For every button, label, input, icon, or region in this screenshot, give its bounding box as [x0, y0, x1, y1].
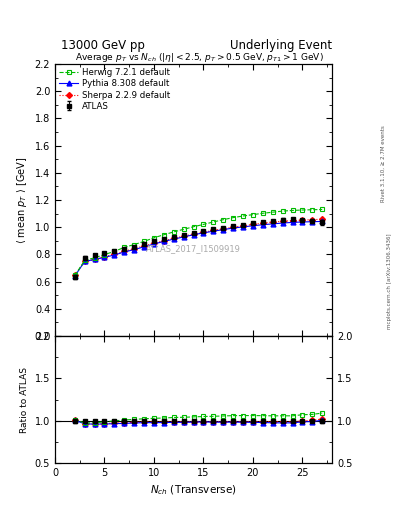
- Pythia 8.308 default: [92, 257, 97, 263]
- Herwig 7.2.1 default: [221, 217, 226, 223]
- Sherpa 2.2.9 default: [92, 257, 97, 263]
- Sherpa 2.2.9 default: [142, 243, 147, 249]
- Pythia 8.308 default: [122, 249, 127, 255]
- Sherpa 2.2.9 default: [162, 238, 166, 244]
- Pythia 8.308 default: [290, 219, 295, 225]
- Pythia 8.308 default: [102, 254, 107, 261]
- Herwig 7.2.1 default: [152, 234, 156, 241]
- Y-axis label: $\langle$ mean $p_T$ $\rangle$ [GeV]: $\langle$ mean $p_T$ $\rangle$ [GeV]: [15, 156, 29, 244]
- Sherpa 2.2.9 default: [270, 219, 275, 225]
- Sherpa 2.2.9 default: [191, 231, 196, 237]
- Sherpa 2.2.9 default: [152, 240, 156, 246]
- Sherpa 2.2.9 default: [310, 217, 315, 223]
- Herwig 7.2.1 default: [270, 209, 275, 215]
- Herwig 7.2.1 default: [261, 210, 265, 217]
- Sherpa 2.2.9 default: [132, 246, 136, 252]
- Sherpa 2.2.9 default: [231, 224, 235, 230]
- Sherpa 2.2.9 default: [181, 233, 186, 239]
- Herwig 7.2.1 default: [92, 254, 97, 261]
- Line: Sherpa 2.2.9 default: Sherpa 2.2.9 default: [73, 217, 324, 278]
- Herwig 7.2.1 default: [231, 215, 235, 221]
- Sherpa 2.2.9 default: [112, 251, 117, 258]
- Pythia 8.308 default: [231, 225, 235, 231]
- Pythia 8.308 default: [191, 232, 196, 238]
- Pythia 8.308 default: [132, 246, 136, 252]
- Herwig 7.2.1 default: [290, 207, 295, 214]
- Herwig 7.2.1 default: [251, 211, 255, 218]
- Herwig 7.2.1 default: [142, 239, 147, 245]
- Sherpa 2.2.9 default: [171, 235, 176, 241]
- Herwig 7.2.1 default: [211, 219, 216, 225]
- Pythia 8.308 default: [320, 218, 325, 224]
- Sherpa 2.2.9 default: [300, 217, 305, 223]
- Text: ATLAS_2017_I1509919: ATLAS_2017_I1509919: [146, 244, 241, 253]
- Sherpa 2.2.9 default: [251, 221, 255, 227]
- Text: Underlying Event: Underlying Event: [230, 38, 332, 52]
- Sherpa 2.2.9 default: [83, 259, 87, 265]
- Herwig 7.2.1 default: [300, 207, 305, 213]
- Y-axis label: Ratio to ATLAS: Ratio to ATLAS: [20, 367, 29, 433]
- Pythia 8.308 default: [72, 273, 77, 279]
- Pythia 8.308 default: [83, 259, 87, 265]
- Sherpa 2.2.9 default: [201, 229, 206, 236]
- Sherpa 2.2.9 default: [72, 272, 77, 279]
- Pythia 8.308 default: [241, 224, 245, 230]
- Herwig 7.2.1 default: [241, 213, 245, 219]
- Herwig 7.2.1 default: [83, 258, 87, 264]
- Pythia 8.308 default: [280, 220, 285, 226]
- Line: Herwig 7.2.1 default: Herwig 7.2.1 default: [72, 207, 325, 278]
- Text: 13000 GeV pp: 13000 GeV pp: [61, 38, 145, 52]
- Herwig 7.2.1 default: [280, 208, 285, 214]
- Line: Pythia 8.308 default: Pythia 8.308 default: [72, 219, 325, 279]
- Pythia 8.308 default: [261, 222, 265, 228]
- X-axis label: $N_{ch}$ (Transverse): $N_{ch}$ (Transverse): [150, 484, 237, 497]
- Herwig 7.2.1 default: [310, 207, 315, 213]
- Text: Rivet 3.1.10, ≥ 2.7M events: Rivet 3.1.10, ≥ 2.7M events: [381, 125, 386, 202]
- Sherpa 2.2.9 default: [241, 223, 245, 229]
- Herwig 7.2.1 default: [191, 224, 196, 230]
- Herwig 7.2.1 default: [122, 244, 127, 250]
- Legend: Herwig 7.2.1 default, Pythia 8.308 default, Sherpa 2.2.9 default, ATLAS: Herwig 7.2.1 default, Pythia 8.308 defau…: [58, 67, 172, 113]
- Sherpa 2.2.9 default: [320, 216, 325, 222]
- Pythia 8.308 default: [211, 228, 216, 234]
- Sherpa 2.2.9 default: [211, 227, 216, 233]
- Herwig 7.2.1 default: [162, 232, 166, 238]
- Pythia 8.308 default: [142, 244, 147, 250]
- Title: Average $p_T$ vs $N_{ch}$ ($|\eta| < 2.5$, $p_T > 0.5$ GeV, $p_{T1} > 1$ GeV): Average $p_T$ vs $N_{ch}$ ($|\eta| < 2.5…: [75, 51, 323, 64]
- Pythia 8.308 default: [251, 223, 255, 229]
- Sherpa 2.2.9 default: [122, 248, 127, 254]
- Herwig 7.2.1 default: [320, 206, 325, 212]
- Herwig 7.2.1 default: [181, 226, 186, 232]
- Sherpa 2.2.9 default: [102, 254, 107, 260]
- Sherpa 2.2.9 default: [261, 220, 265, 226]
- Herwig 7.2.1 default: [171, 229, 176, 235]
- Herwig 7.2.1 default: [102, 251, 107, 258]
- Herwig 7.2.1 default: [132, 242, 136, 248]
- Pythia 8.308 default: [171, 236, 176, 242]
- Pythia 8.308 default: [162, 239, 166, 245]
- Text: mcplots.cern.ch [arXiv:1306.3436]: mcplots.cern.ch [arXiv:1306.3436]: [387, 234, 391, 329]
- Pythia 8.308 default: [152, 241, 156, 247]
- Pythia 8.308 default: [270, 221, 275, 227]
- Pythia 8.308 default: [310, 219, 315, 225]
- Pythia 8.308 default: [201, 230, 206, 236]
- Pythia 8.308 default: [181, 234, 186, 240]
- Sherpa 2.2.9 default: [221, 226, 226, 232]
- Pythia 8.308 default: [300, 219, 305, 225]
- Sherpa 2.2.9 default: [290, 218, 295, 224]
- Herwig 7.2.1 default: [112, 248, 117, 254]
- Pythia 8.308 default: [221, 226, 226, 232]
- Herwig 7.2.1 default: [72, 272, 77, 279]
- Sherpa 2.2.9 default: [280, 218, 285, 224]
- Pythia 8.308 default: [112, 252, 117, 258]
- Herwig 7.2.1 default: [201, 221, 206, 227]
